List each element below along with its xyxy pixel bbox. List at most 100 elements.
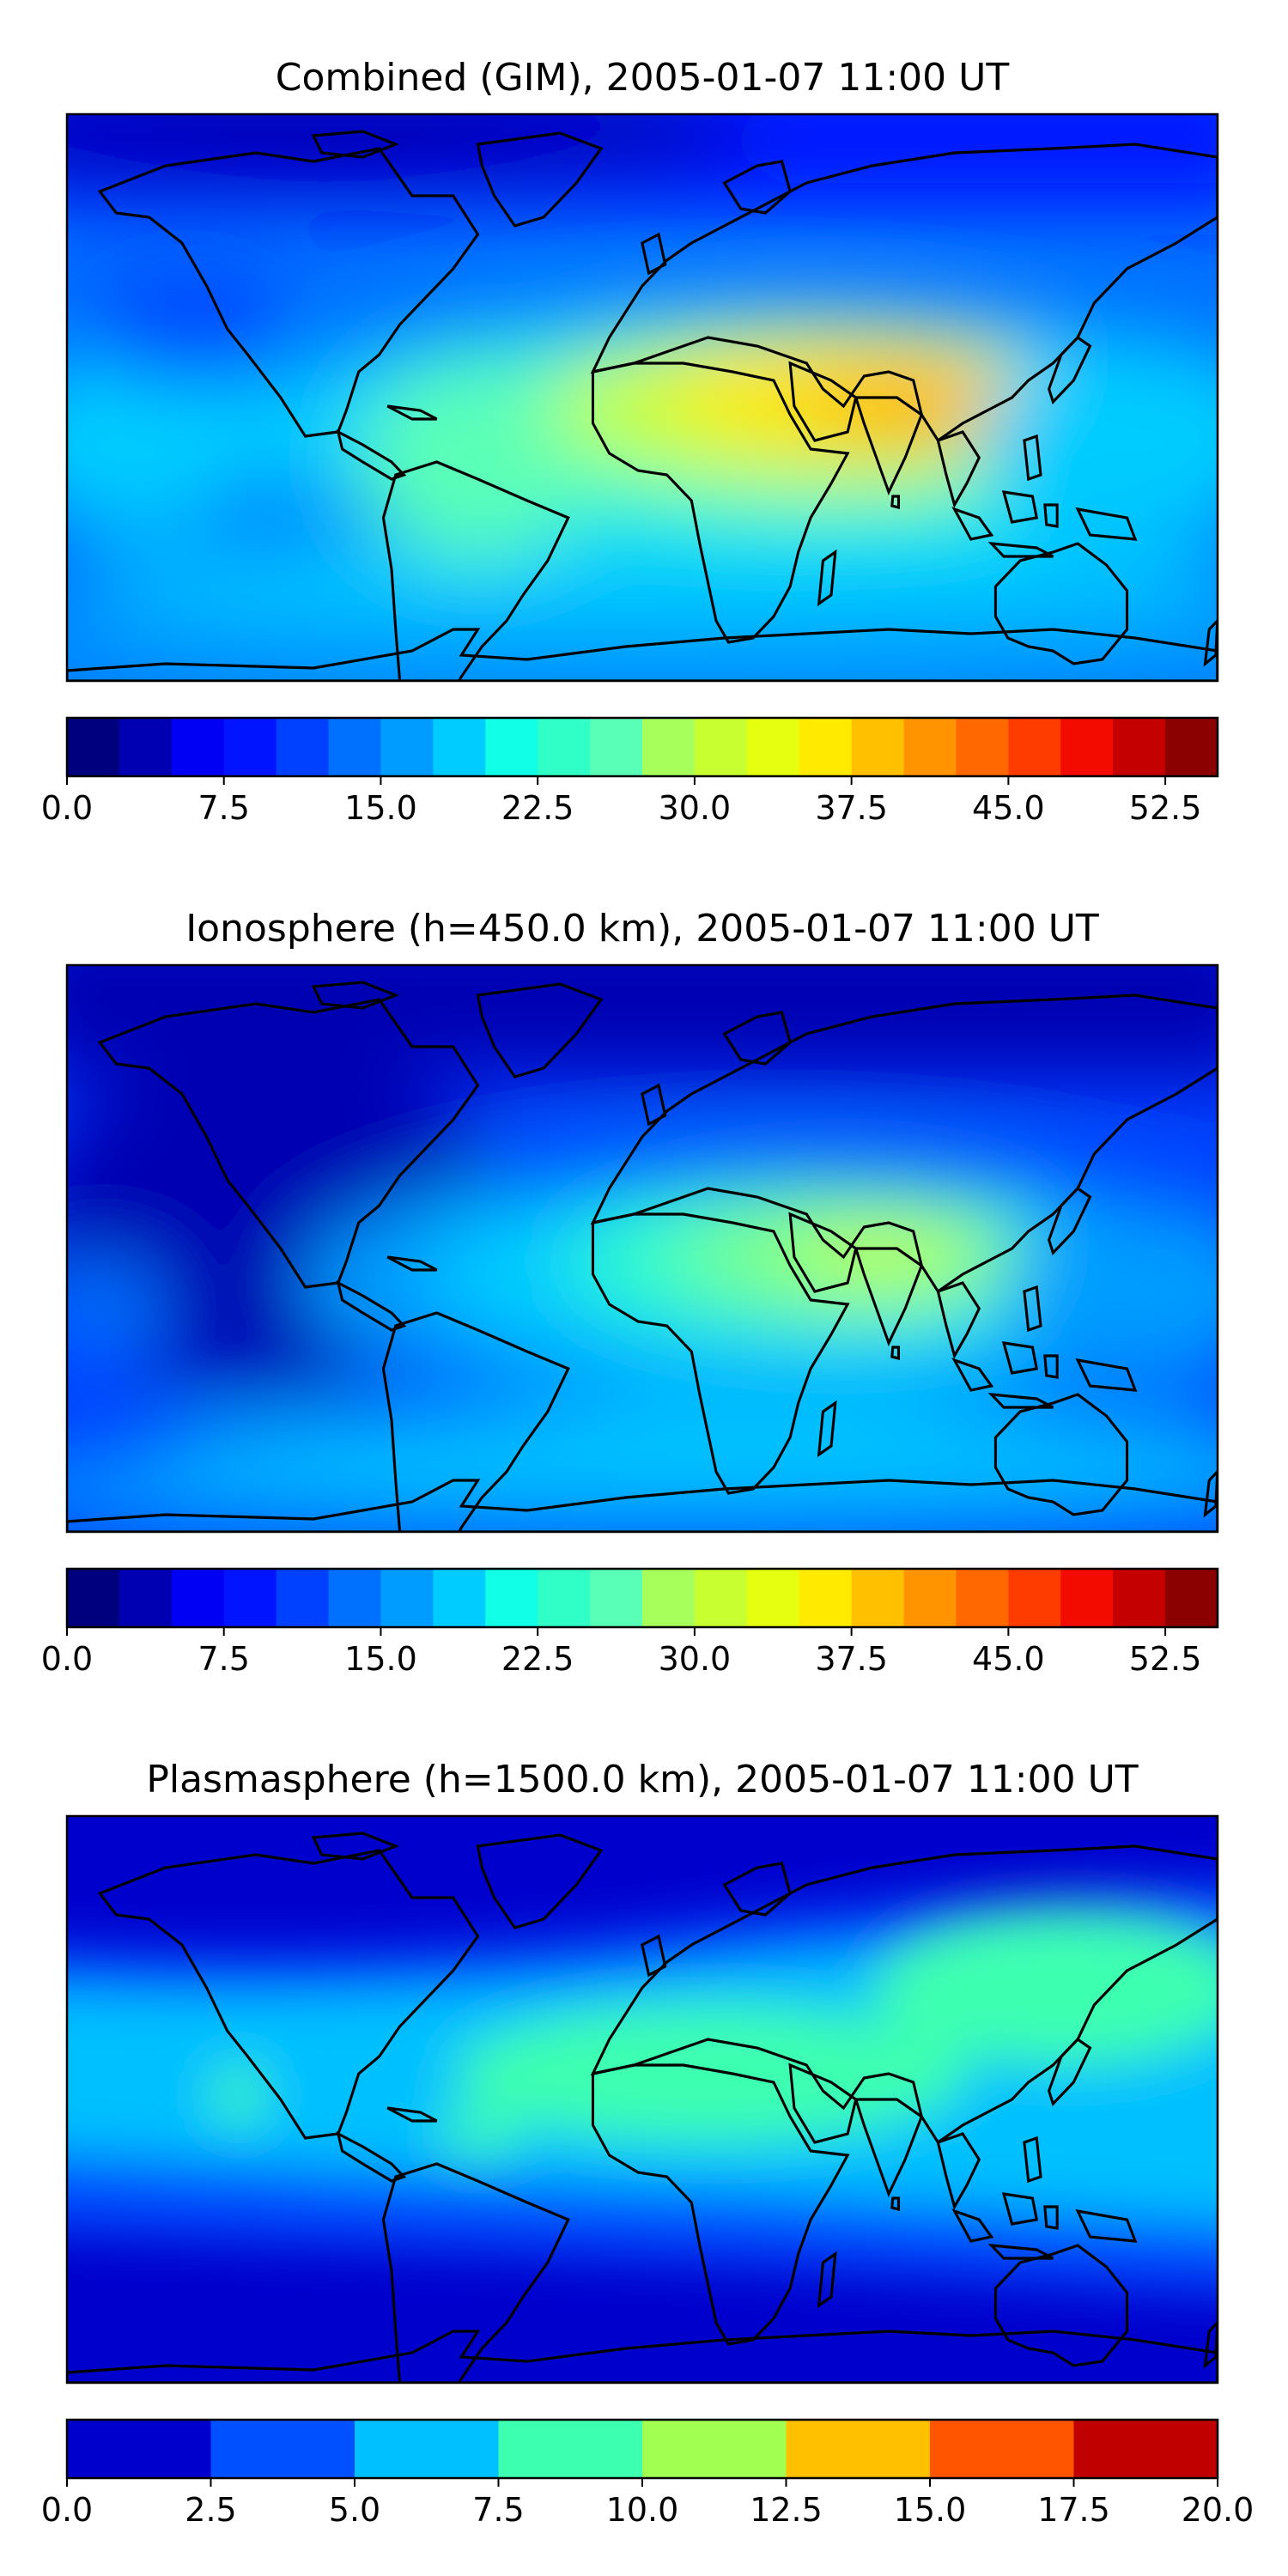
colorbar-segment xyxy=(1113,718,1166,776)
colorbar-segment xyxy=(930,2420,1074,2478)
colorbar-segment xyxy=(433,718,486,776)
colorbar-segment xyxy=(956,1569,1009,1627)
colorbar-tick-label: 15.0 xyxy=(344,789,417,827)
colorbar-segment xyxy=(903,718,957,776)
colorbar-tick-label: 22.5 xyxy=(501,1640,574,1678)
colorbar-tick-label: 15.0 xyxy=(344,1640,417,1678)
colorbar-tick-label: 17.5 xyxy=(1037,2491,1110,2529)
colorbar-tick-label: 52.5 xyxy=(1129,789,1202,827)
map-frame xyxy=(65,112,1219,683)
colorbar-tick-label: 7.5 xyxy=(472,2491,524,2529)
colorbar-frame xyxy=(65,1567,1219,1629)
asia-max xyxy=(874,1911,1218,2065)
map-frame xyxy=(65,963,1219,1534)
colorbar-segment xyxy=(1060,1569,1114,1627)
panel-title: Ionosphere (h=450.0 km), 2005-01-07 11:0… xyxy=(185,907,1099,951)
colorbar-segment xyxy=(851,1569,905,1627)
colorbar-segment xyxy=(903,1569,957,1627)
colorbar-ticks: 0.0 7.5 15.0 22.5 30.0 37.5 45.0 52.5 xyxy=(41,776,1202,827)
colorbar xyxy=(65,1567,1219,1629)
sa-green xyxy=(359,355,599,561)
colorbar-segment xyxy=(746,1569,800,1627)
colorbar-segment xyxy=(67,1569,120,1627)
colorbar-tick-label: 2.5 xyxy=(185,2491,236,2529)
pacific-cyan xyxy=(67,346,264,535)
africa-max xyxy=(453,2005,969,2142)
north-dark xyxy=(67,114,754,183)
colorbar xyxy=(65,716,1219,778)
colorbar-segment xyxy=(433,1569,486,1627)
colorbar-segment xyxy=(1008,718,1061,776)
colorbar-segment xyxy=(328,718,381,776)
colorbar-segment xyxy=(276,1569,330,1627)
colorbar-segment xyxy=(746,718,800,776)
colorbar-frame xyxy=(65,716,1219,778)
colorbar-segment xyxy=(590,718,643,776)
colorbar-segment xyxy=(786,2420,931,2478)
colorbar-ticks: 0.0 2.5 5.0 7.5 10.0 12.5 15.0 17.5 20.0 xyxy=(41,2478,1255,2529)
colorbar-tick-label: 30.0 xyxy=(659,789,732,827)
colorbar-segment xyxy=(1073,2420,1218,2478)
field-structure xyxy=(67,114,1218,681)
field-blobs xyxy=(67,965,1218,1532)
colorbar-segment xyxy=(485,718,538,776)
panel-title: Plasmasphere (h=1500.0 km), 2005-01-07 1… xyxy=(146,1758,1138,1801)
colorbar-ticks: 0.0 7.5 15.0 22.5 30.0 37.5 45.0 52.5 xyxy=(41,1627,1202,1678)
colorbar-tick-label: 37.5 xyxy=(815,1640,888,1678)
colorbar-segment xyxy=(67,2420,211,2478)
colorbar-tick-label: 5.0 xyxy=(329,2491,380,2529)
colorbar-tick-label: 0.0 xyxy=(41,2491,93,2529)
panel-title: Combined (GIM), 2005-01-07 11:00 UT xyxy=(276,56,1010,100)
colorbar-segment xyxy=(276,718,330,776)
colorbar-segment xyxy=(67,718,120,776)
colorbar-tick-label: 0.0 xyxy=(41,1640,93,1678)
colorbar-segment xyxy=(485,1569,538,1627)
colorbar-segment xyxy=(851,718,905,776)
colorbar xyxy=(65,2418,1219,2480)
colorbar-segment xyxy=(355,2420,499,2478)
colorbar-segment xyxy=(1008,1569,1061,1627)
colorbar-segment xyxy=(380,1569,434,1627)
colorbar-segment xyxy=(642,718,696,776)
colorbar-tick-label: 0.0 xyxy=(41,789,93,827)
colorbar-tick-label: 52.5 xyxy=(1129,1640,1202,1678)
colorbar-segment xyxy=(590,1569,643,1627)
colorbar-segment xyxy=(694,718,748,776)
colorbar-segment xyxy=(1060,718,1114,776)
colorbar-segment xyxy=(223,718,277,776)
colorbar-segment xyxy=(642,1569,696,1627)
colorbar-tick-label: 22.5 xyxy=(501,789,574,827)
colorbar-tick-label: 10.0 xyxy=(606,2491,679,2529)
field-structure xyxy=(67,965,1218,1532)
field-blobs xyxy=(67,114,1218,681)
field-blobs xyxy=(67,1816,1218,2383)
colorbar-segment xyxy=(118,1569,173,1627)
heatmap-field xyxy=(67,1816,1218,2383)
colorbar-tick-label: 45.0 xyxy=(972,789,1045,827)
orange-peak xyxy=(866,393,986,436)
colorbar-segment xyxy=(380,718,434,776)
colorbar-segment xyxy=(1113,1569,1166,1627)
mid-blue-west xyxy=(84,277,290,380)
sa-blob xyxy=(436,2112,522,2155)
pacific-west xyxy=(67,1257,170,1360)
ant-band xyxy=(67,535,1218,621)
colorbar-tick-label: 7.5 xyxy=(198,1640,250,1678)
colorbar-segment xyxy=(210,2420,355,2478)
heatmap-field xyxy=(67,965,1218,1532)
yellow-green-core xyxy=(788,1227,977,1287)
pacific-blob xyxy=(213,2065,264,2125)
colorbar-segment xyxy=(694,1569,748,1627)
ant-band xyxy=(153,1407,1218,1485)
colorbar-segment xyxy=(538,1569,591,1627)
heatmap-field xyxy=(67,114,1218,681)
colorbar-tick-label: 12.5 xyxy=(750,2491,823,2529)
colorbar-segment xyxy=(223,1569,277,1627)
colorbar-segment xyxy=(171,1569,225,1627)
colorbar-tick-label: 20.0 xyxy=(1182,2491,1255,2529)
colorbar-segment xyxy=(1165,1569,1218,1627)
colorbar-segment xyxy=(118,718,173,776)
colorbar-segment xyxy=(538,718,591,776)
asia-cyan xyxy=(977,337,1218,544)
colorbar-segment xyxy=(171,718,225,776)
